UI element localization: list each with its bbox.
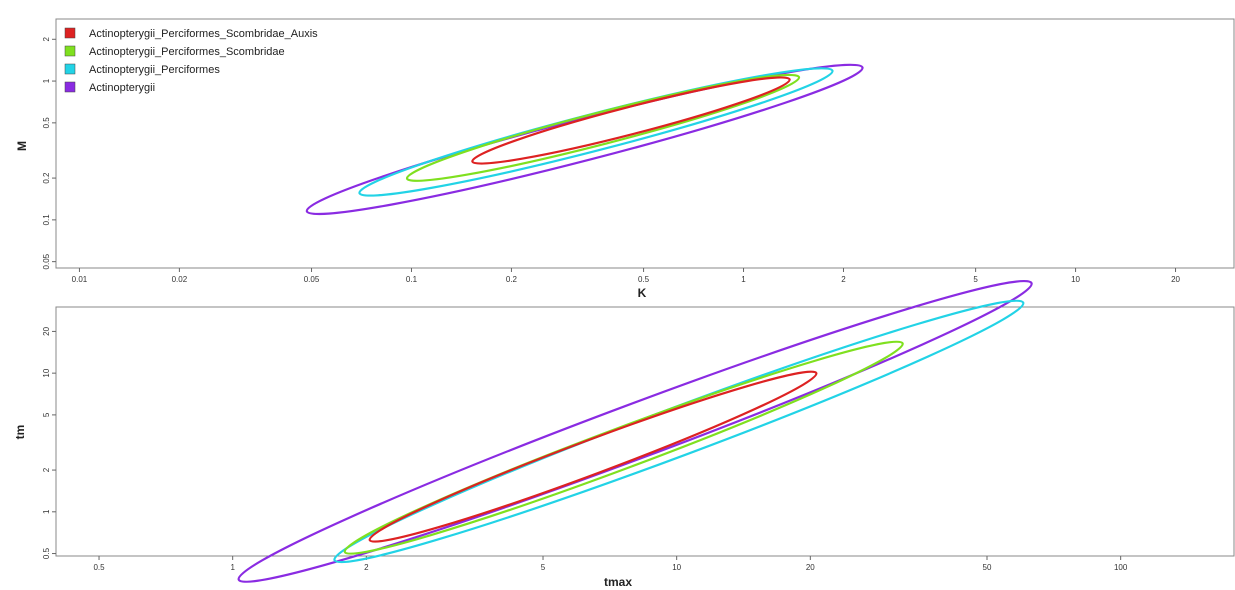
x-tick-label: 5 <box>541 563 546 572</box>
x-axis-ticks: 0.01 0.02 0.05 0.1 0.2 0.5 1 2 5 10 20 <box>72 268 1181 284</box>
ellipse-actinopterygii <box>305 63 864 216</box>
x-tick-label: 50 <box>983 563 992 572</box>
ellipse-actinopterygii-perciformes-scombridae-auxis <box>368 370 818 543</box>
x-tick-label: 100 <box>1114 563 1128 572</box>
chart-panel-k-vs-m: 0.05 0.1 0.2 0.5 1 2 0.01 0.02 0.05 0.1 0.2 0.5 1 2 5… <box>15 18 1235 300</box>
x-tick-label: 0.1 <box>406 275 418 284</box>
ellipse-actinopterygii-perciformes-scombridae-auxis <box>471 76 791 165</box>
x-tick-label: 0.5 <box>638 275 650 284</box>
x-tick-label: 0.5 <box>93 563 105 572</box>
x-tick-label: 5 <box>973 275 978 284</box>
y-tick-label: 2 <box>42 37 51 42</box>
x-tick-label: 20 <box>806 563 815 572</box>
x-tick-label: 2 <box>364 563 369 572</box>
y-axis-label: M <box>15 141 29 151</box>
y-tick-label: 2 <box>42 467 51 472</box>
ellipse-actinopterygii <box>237 279 1033 583</box>
ellipse-actinopterygii-perciformes-scombridae <box>405 73 801 182</box>
x-tick-label: 20 <box>1171 275 1180 284</box>
x-tick-label: 10 <box>672 563 681 572</box>
x-tick-label: 0.02 <box>172 275 188 284</box>
x-tick-label: 0.05 <box>304 275 320 284</box>
y-tick-label: 0.5 <box>42 547 51 559</box>
y-axis-ticks: 0.5 1 2 5 10 20 <box>42 326 56 559</box>
y-tick-label: 0.5 <box>42 117 51 129</box>
ellipse-layer <box>305 63 864 216</box>
x-axis-label: tmax <box>604 575 632 589</box>
y-tick-label: 1 <box>42 78 51 83</box>
y-tick-label: 10 <box>42 368 51 377</box>
legend-swatch <box>64 81 76 93</box>
legend-swatch <box>64 27 76 39</box>
legend-swatch <box>64 45 76 57</box>
legend-background <box>58 20 380 104</box>
chart-panel-tmax-vs-tm: 0.5 1 2 5 10 20 0.5 1 2 5 10 20 50 100 tmax tm <box>13 279 1235 589</box>
legend-swatch <box>64 63 76 75</box>
y-axis-label: tm <box>13 425 27 440</box>
y-tick-label: 1 <box>42 509 51 514</box>
x-tick-label: 1 <box>741 275 746 284</box>
x-axis-label: K <box>638 286 647 300</box>
y-tick-label: 0.2 <box>42 172 51 184</box>
legend-label: Actinopterygii_Perciformes <box>89 64 220 76</box>
ellipse-layer <box>237 279 1033 583</box>
x-axis-ticks: 0.5 1 2 5 10 20 50 100 <box>93 556 1128 572</box>
y-tick-label: 0.05 <box>42 253 51 269</box>
x-tick-label: 10 <box>1071 275 1080 284</box>
x-tick-label: 1 <box>230 563 235 572</box>
legend: Actinopterygii_Perciformes_Scombridae_Au… <box>58 20 380 104</box>
legend-label: Actinopterygii_Perciformes_Scombridae_Au… <box>89 28 318 40</box>
legend-label: Actinopterygii_Perciformes_Scombridae <box>89 46 285 58</box>
y-tick-label: 0.1 <box>42 214 51 226</box>
legend-label: Actinopterygii <box>89 82 155 94</box>
y-axis-ticks: 0.05 0.1 0.2 0.5 1 2 <box>42 37 56 269</box>
x-tick-label: 0.2 <box>506 275 518 284</box>
x-tick-label: 2 <box>841 275 846 284</box>
y-tick-label: 20 <box>42 326 51 335</box>
plot-frame <box>55 306 1235 557</box>
x-tick-label: 0.01 <box>72 275 88 284</box>
y-tick-label: 5 <box>42 412 51 417</box>
